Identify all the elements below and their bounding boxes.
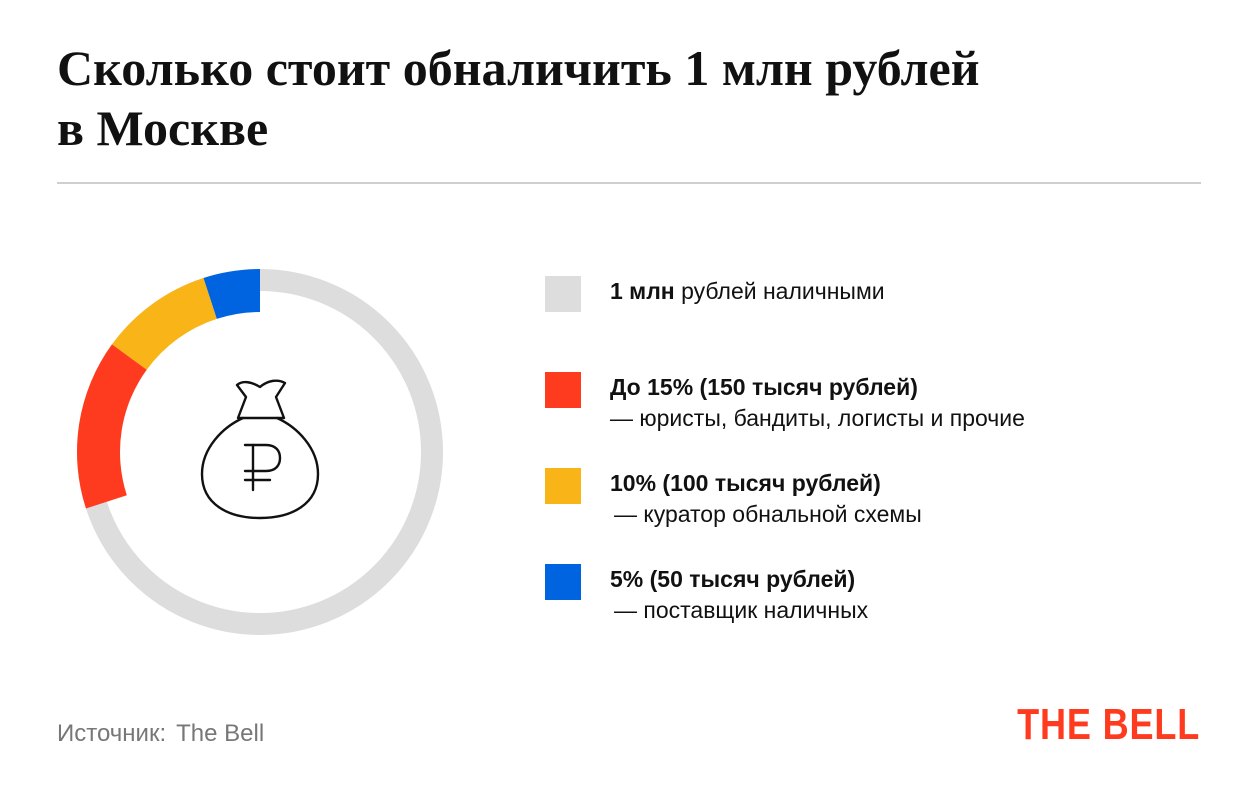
money-bag-ruble-icon [200,379,320,520]
legend-total-bold: 1 млн [610,278,675,304]
title-divider [57,182,1201,184]
legend-note-supplier: — поставщик наличных [614,597,869,623]
legend-label-total: 1 млн рублей наличными [610,276,885,307]
legend-title-intermediaries: До 15% (150 тысяч рублей) [610,374,918,400]
brand-logo: THE BELL [1017,700,1200,749]
legend-note-intermediaries: — юристы, бандиты, логисты и прочие [610,405,1025,431]
donut-segment-supplier [203,269,260,319]
legend-swatch-curator [545,468,581,504]
legend-title-curator: 10% (100 тысяч рублей) [610,470,881,496]
legend-total-rest: рублей наличными [674,278,885,304]
legend-item-curator: 10% (100 тысяч рублей) — куратор обнальн… [545,464,1185,560]
legend-swatch-intermediaries [545,372,581,408]
legend-swatch-total [545,276,581,312]
legend-label-curator: 10% (100 тысяч рублей) — куратор обнальн… [610,468,922,530]
donut-segment-intermediaries [77,344,147,509]
legend-label-supplier: 5% (50 тысяч рублей) — поставщик наличны… [610,564,868,626]
legend-item-supplier: 5% (50 тысяч рублей) — поставщик наличны… [545,560,1185,656]
legend-label-intermediaries: До 15% (150 тысяч рублей) — юристы, банд… [610,372,1025,434]
chart-legend: 1 млн рублей наличными До 15% (150 тысяч… [545,272,1185,656]
source-label: Источник: [57,720,167,747]
chart-title-line-1: Сколько стоит обналичить 1 млн рублей [57,40,980,96]
source-value: The Bell [176,720,265,747]
donut-segment-curator [111,277,217,370]
legend-item-intermediaries: До 15% (150 тысяч рублей) — юристы, банд… [545,368,1185,464]
legend-item-total: 1 млн рублей наличными [545,272,1185,368]
legend-note-curator: — куратор обнальной схемы [614,501,922,527]
chart-title: Сколько стоит обналичить 1 млн рублей в … [57,38,1177,158]
donut-segments [77,269,260,509]
donut-chart [77,269,443,635]
source-note: Источник: The Bell [57,720,264,748]
chart-title-line-2: в Москве [57,100,269,156]
legend-title-supplier: 5% (50 тысяч рублей) [610,566,856,592]
legend-swatch-supplier [545,564,581,600]
